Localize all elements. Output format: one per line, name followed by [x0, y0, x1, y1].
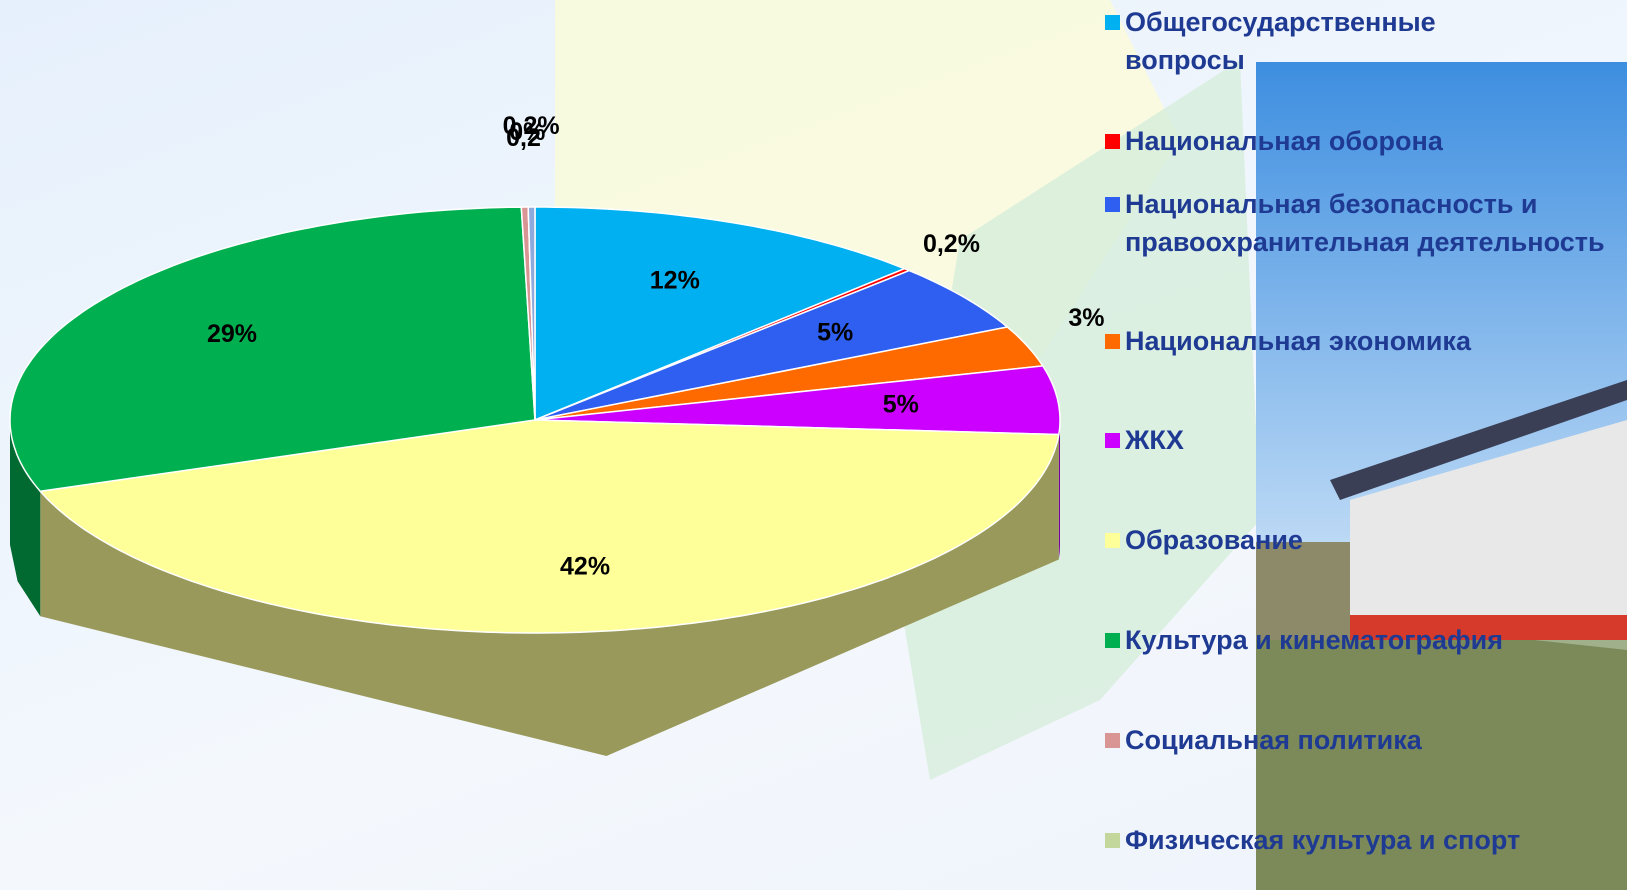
photo: [1256, 62, 1627, 890]
slice: [534, 326, 1045, 421]
legend-label: ЖКХ: [1125, 425, 1184, 455]
legend-label: Образование: [1125, 525, 1303, 555]
legend-swatch: [1105, 533, 1120, 548]
slice: [534, 365, 1061, 436]
slice: [534, 269, 1010, 421]
legend-label: Социальная политика: [1125, 725, 1422, 755]
legend-label: Национальная экономика: [1125, 326, 1471, 356]
data-label: 12%: [650, 267, 700, 295]
legend-swatch: [1105, 197, 1120, 212]
legend-label: Общегосударственные вопросы: [1125, 7, 1436, 75]
legend-swatch: [1105, 334, 1120, 349]
legend-label: Национальная безопасность и правоохранит…: [1125, 189, 1605, 257]
data-label: 5%: [883, 391, 919, 419]
slice: [534, 206, 907, 422]
data-label: 0,2: [506, 124, 541, 152]
slice-side: [10, 420, 41, 617]
slice-side: [1058, 420, 1060, 560]
legend-swatch: [1105, 433, 1120, 448]
data-label: 3%: [1068, 304, 1104, 332]
data-label: 0,2%: [923, 230, 980, 258]
legend-swatch: [1105, 633, 1120, 648]
legend-swatch: [1105, 733, 1120, 748]
legend-label: Национальная оборона: [1125, 126, 1443, 156]
slice-side: [40, 434, 1059, 756]
slice: [9, 206, 536, 493]
data-label: 29%: [207, 320, 257, 348]
slice: [527, 206, 536, 421]
legend-label: Культура и кинематография: [1125, 625, 1503, 655]
data-label: 5%: [817, 319, 853, 347]
slice: [38, 419, 1060, 634]
legend-swatch: [1105, 15, 1120, 30]
legend-swatch: [1105, 134, 1120, 149]
data-label: 0,2%: [503, 112, 560, 140]
legend-swatch: [1105, 833, 1120, 848]
legend-label: Физическая культура и спорт: [1125, 825, 1521, 855]
data-label: 42%: [560, 552, 610, 580]
background-shape: [900, 60, 1260, 780]
data-label: 0%: [509, 118, 545, 146]
pie: 12%0,2%5%3%5%42%29%0,20%0,2%: [9, 112, 1105, 756]
